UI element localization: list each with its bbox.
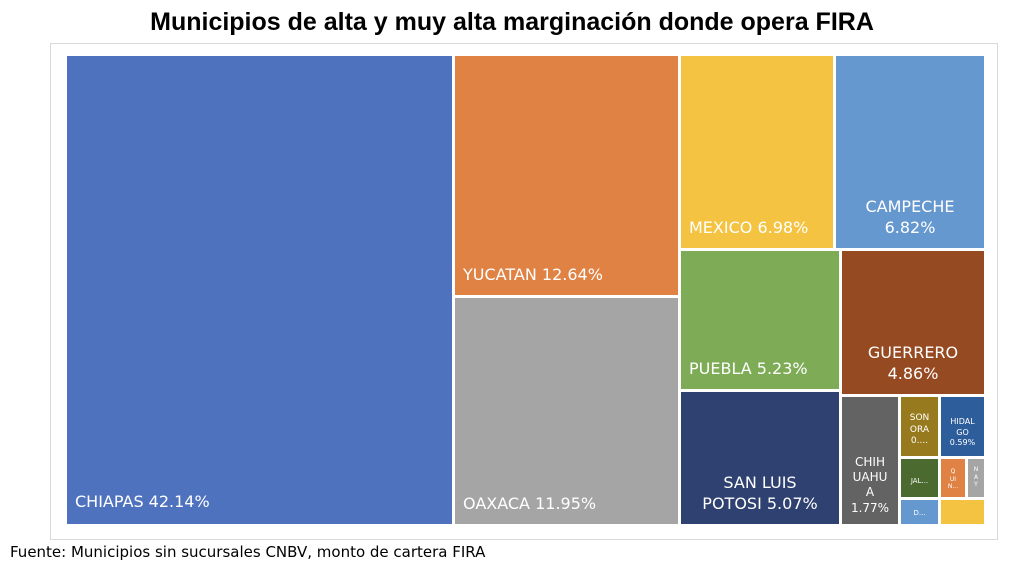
treemap-tile-quintana-roo: Q UI N... bbox=[941, 459, 965, 497]
treemap-tile-guerrero: GUERRERO 4.86% bbox=[842, 251, 984, 394]
tile-label: OAXACA 11.95% bbox=[463, 493, 597, 513]
treemap-tile-mexico: MEXICO 6.98% bbox=[681, 56, 833, 248]
tile-label: CAMPECHE 6.82% bbox=[865, 197, 955, 237]
treemap-tile-puebla: PUEBLA 5.23% bbox=[681, 251, 839, 389]
tile-label: JAL... bbox=[910, 477, 929, 486]
treemap-tile-nayarit: N A Y bbox=[968, 459, 984, 497]
treemap-tile-campeche: CAMPECHE 6.82% bbox=[836, 56, 984, 248]
tile-label: CHIH UAHU A 1.77% bbox=[850, 454, 890, 515]
treemap-tile-chihuahua: CHIH UAHU A 1.77% bbox=[842, 397, 898, 524]
tile-label: HIDAL GO 0.59% bbox=[949, 417, 976, 447]
tile-label: D... bbox=[913, 509, 926, 518]
treemap-tile-chiapas: CHIAPAS 42.14% bbox=[67, 56, 452, 524]
treemap-tile-yucatan: YUCATAN 12.64% bbox=[455, 56, 678, 295]
tile-label: Q UI N... bbox=[947, 467, 959, 491]
tile-label: MEXICO 6.98% bbox=[689, 217, 809, 237]
treemap-tile-hidalgo: HIDAL GO 0.59% bbox=[941, 397, 984, 456]
treemap-tile-sonora: SON ORA 0.... bbox=[901, 397, 938, 456]
treemap-tile-san-luis-potosi: SAN LUIS POTOSI 5.07% bbox=[681, 392, 839, 524]
tile-label: CHIAPAS 42.14% bbox=[75, 491, 210, 511]
tile-label: SON ORA 0.... bbox=[909, 413, 930, 447]
chart-title: Municipios de alta y muy alta marginació… bbox=[150, 8, 874, 36]
treemap-tile-jalisco: JAL... bbox=[901, 459, 938, 497]
tile-label: GUERRERO 4.86% bbox=[867, 343, 959, 383]
tile-label: YUCATAN 12.64% bbox=[463, 264, 603, 284]
tile-label: N A Y bbox=[973, 465, 979, 489]
treemap-tile-durango: D... bbox=[901, 500, 938, 524]
tile-label: SAN LUIS POTOSI 5.07% bbox=[702, 473, 818, 513]
source-note: Fuente: Municipios sin sucursales CNBV, … bbox=[10, 543, 486, 561]
tile-label: PUEBLA 5.23% bbox=[689, 358, 808, 378]
treemap-tile-oaxaca: OAXACA 11.95% bbox=[455, 298, 678, 524]
treemap-tile-otro bbox=[941, 500, 984, 524]
